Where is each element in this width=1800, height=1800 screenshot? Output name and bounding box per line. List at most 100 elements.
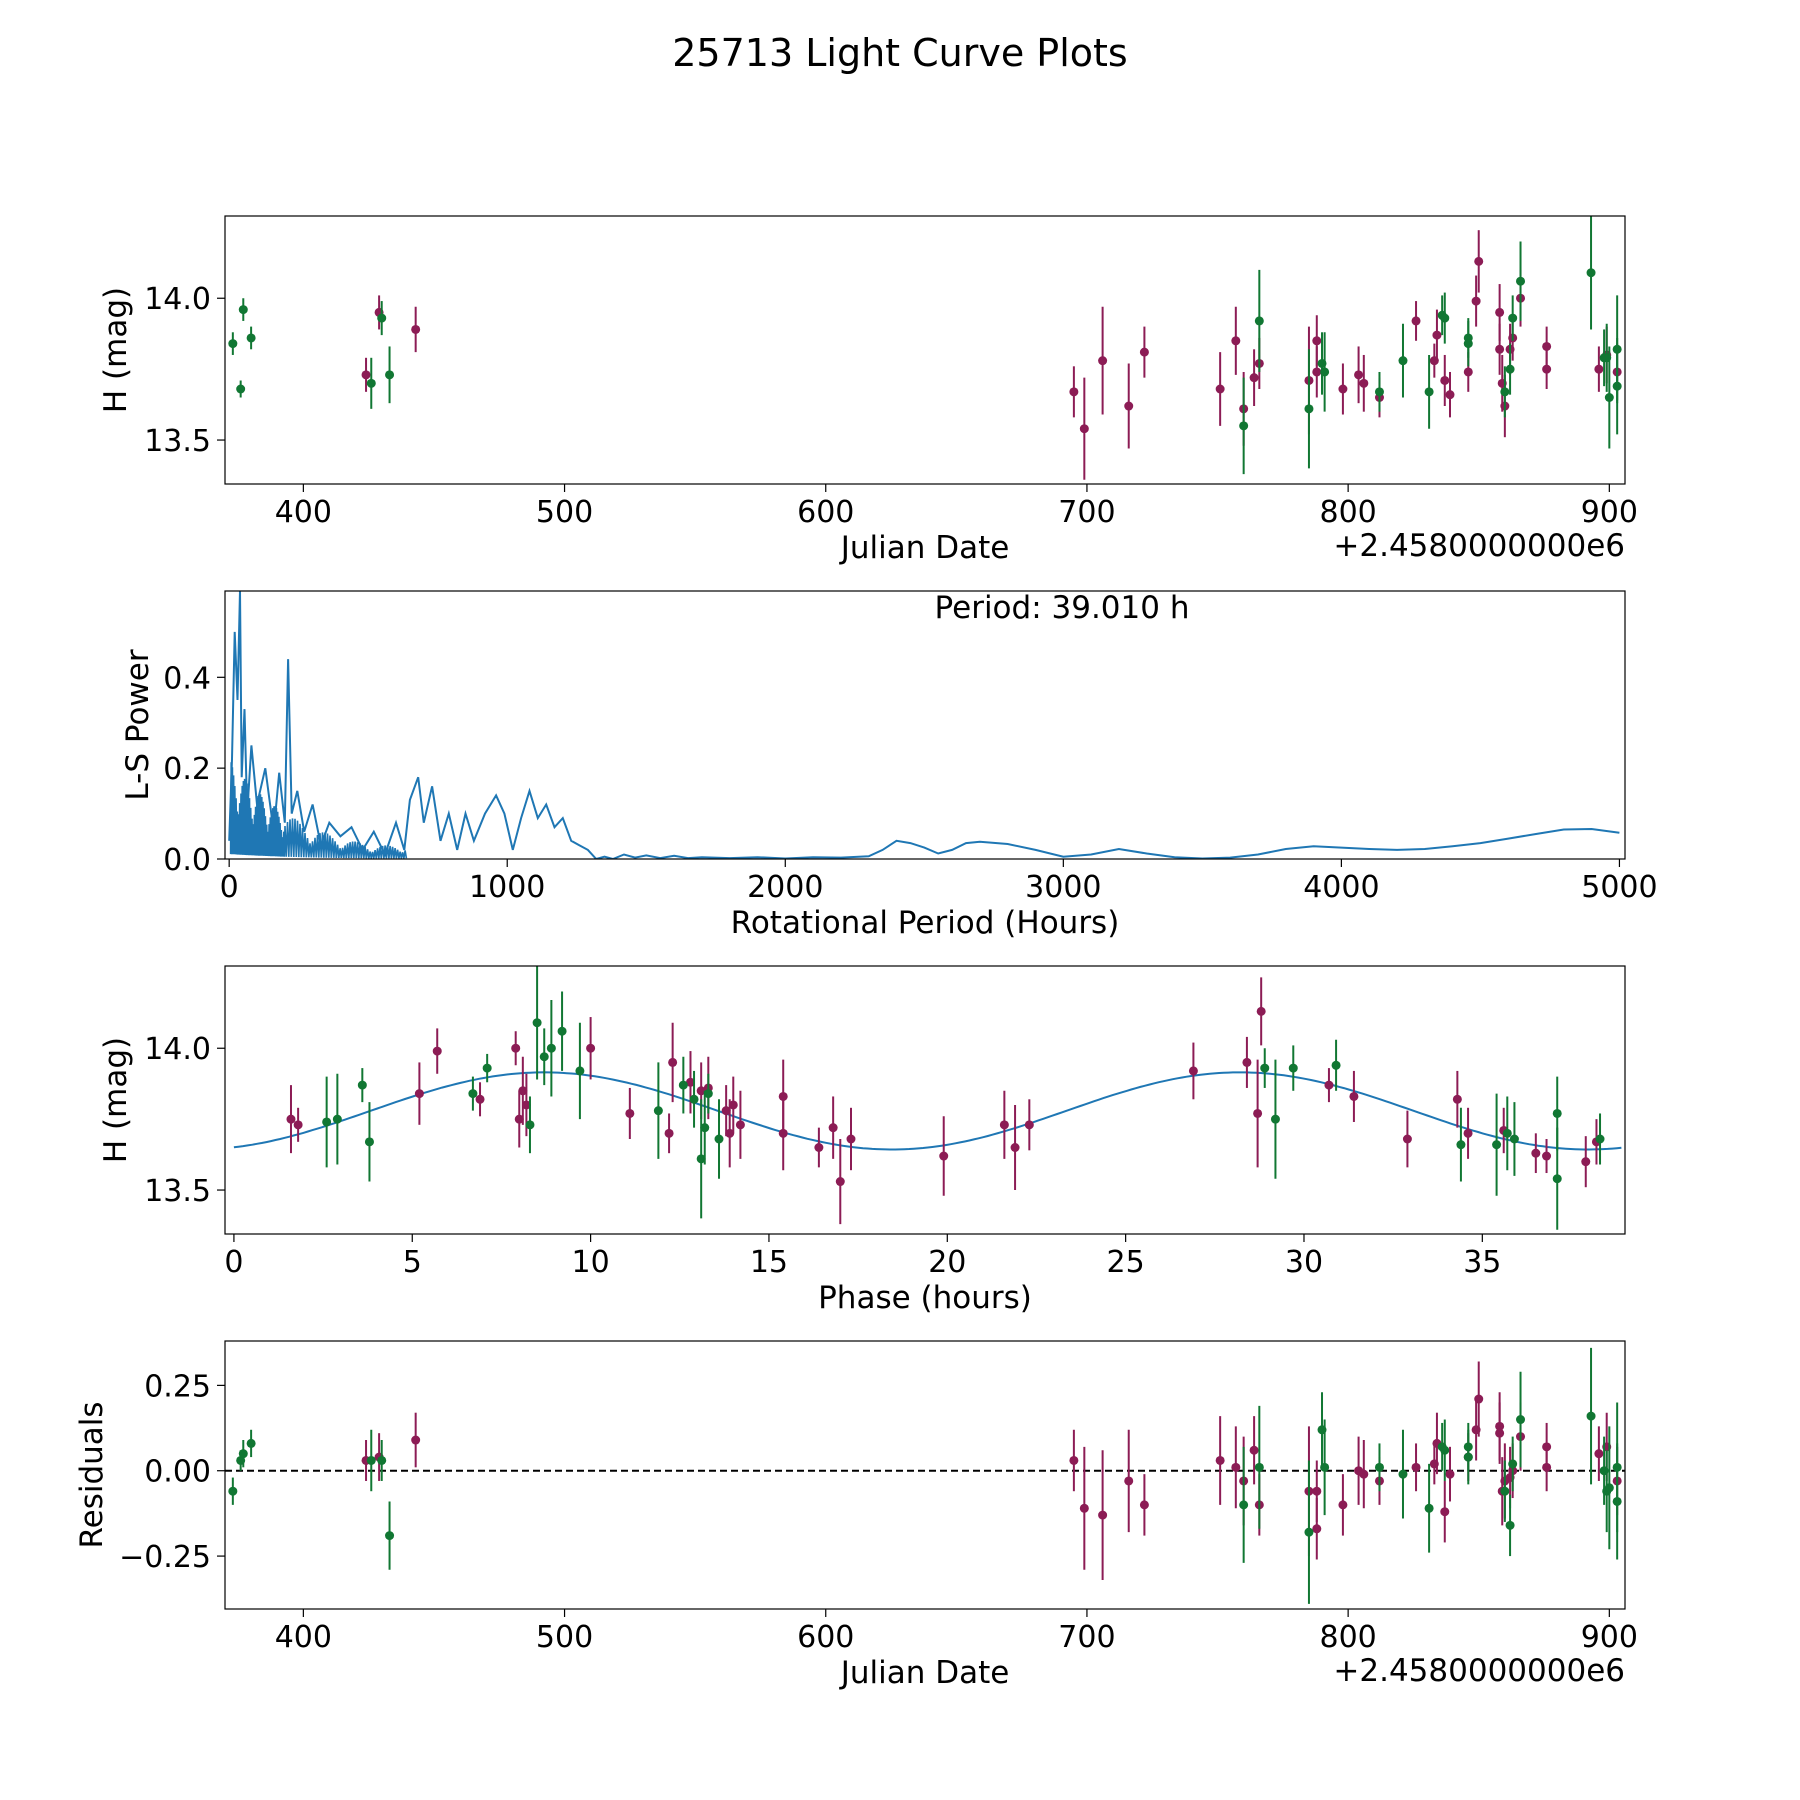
data-point — [1304, 404, 1314, 414]
data-point — [364, 1137, 374, 1147]
data-point — [1354, 370, 1364, 380]
data-point — [1254, 1462, 1264, 1472]
data-point — [1320, 1462, 1330, 1472]
data-point — [653, 1106, 663, 1116]
lightcurve-xlabel: Julian Date — [839, 530, 1010, 566]
data-point — [1359, 378, 1369, 388]
data-point — [1010, 1143, 1020, 1153]
data-point — [246, 1438, 256, 1448]
y-tick-label: 0.25 — [144, 1369, 211, 1404]
data-point — [1586, 1411, 1596, 1421]
data-point — [411, 324, 421, 334]
data-point — [246, 333, 256, 343]
data-point — [1508, 313, 1518, 323]
data-point — [377, 1455, 387, 1465]
data-point — [1312, 1486, 1322, 1496]
data-point — [575, 1066, 585, 1076]
data-point — [1604, 393, 1614, 403]
data-point — [361, 370, 371, 380]
data-point — [1492, 1140, 1502, 1150]
data-point — [1231, 1462, 1241, 1472]
data-point — [1398, 1469, 1408, 1479]
data-point — [939, 1151, 949, 1161]
data-point — [286, 1114, 296, 1124]
data-point — [714, 1134, 724, 1144]
data-point — [511, 1043, 521, 1053]
data-point — [1312, 1524, 1322, 1534]
data-point — [1411, 316, 1421, 326]
data-point — [322, 1117, 332, 1127]
data-point — [525, 1120, 535, 1130]
data-point — [293, 1120, 303, 1130]
y-tick-label: 0.00 — [144, 1455, 211, 1490]
data-point — [1239, 1500, 1249, 1510]
data-point — [586, 1043, 596, 1053]
data-point — [357, 1080, 367, 1090]
data-point — [814, 1143, 824, 1153]
data-point — [1531, 1148, 1541, 1158]
periodogram-xlabel: Rotational Period (Hours) — [731, 905, 1120, 941]
periodogram-axes-frame — [224, 590, 1626, 860]
data-point — [228, 339, 238, 349]
data-point — [1349, 1091, 1359, 1101]
data-point — [1445, 1469, 1455, 1479]
data-point — [1338, 1500, 1348, 1510]
data-point — [1463, 1128, 1473, 1138]
x-tick-label: 3000 — [1025, 870, 1101, 905]
data-point — [999, 1120, 1009, 1130]
residuals-xlabel: Julian Date — [839, 1655, 1010, 1691]
data-point — [1440, 1507, 1450, 1517]
data-point — [721, 1106, 731, 1116]
y-tick-label: 13.5 — [144, 424, 211, 459]
lightcurve-plot-area — [228, 216, 1622, 480]
data-point — [778, 1091, 788, 1101]
data-point — [1424, 387, 1434, 397]
lightcurve-ylabel: H (mag) — [98, 287, 134, 413]
data-point — [1231, 336, 1241, 346]
data-point — [1445, 390, 1455, 400]
data-point — [1079, 424, 1089, 434]
data-point — [1098, 1510, 1108, 1520]
data-point — [1542, 364, 1552, 374]
series-green — [322, 966, 1605, 1230]
series-purple — [361, 230, 1622, 480]
x-tick-label: 5 — [403, 1245, 422, 1280]
x-tick-label: 2000 — [747, 870, 823, 905]
data-point — [625, 1108, 635, 1118]
data-point — [366, 378, 376, 388]
y-tick-label: −0.25 — [119, 1540, 211, 1575]
data-point — [238, 1449, 248, 1459]
phased-ticks: 0 5 10 15 20 25 30 35 13.5 14.0 — [144, 1032, 1501, 1280]
series-purple — [286, 977, 1601, 1225]
x-tick-label: 0 — [224, 1245, 243, 1280]
x-tick-label: 400 — [275, 1620, 332, 1655]
data-point — [1188, 1066, 1198, 1076]
phased-xlabel: Phase (hours) — [818, 1280, 1032, 1316]
data-point — [546, 1043, 556, 1053]
lightcurve-axes-frame — [224, 215, 1626, 485]
data-point — [1139, 347, 1149, 357]
data-point — [1338, 384, 1348, 394]
data-point — [1452, 1094, 1462, 1104]
data-point — [735, 1120, 745, 1130]
data-point — [366, 1455, 376, 1465]
x-tick-label: 20 — [928, 1245, 966, 1280]
data-point — [725, 1128, 735, 1138]
data-point — [468, 1089, 478, 1099]
x-tick-label: 30 — [1285, 1245, 1323, 1280]
data-point — [1312, 367, 1322, 377]
data-point — [238, 305, 248, 315]
data-point — [1256, 1006, 1266, 1016]
data-point — [1456, 1140, 1466, 1150]
data-point — [1359, 1469, 1369, 1479]
periodogram-annotation: Period: 39.010 h — [935, 590, 1190, 626]
y-tick-label: 14.0 — [144, 282, 211, 317]
data-point — [1249, 373, 1259, 383]
data-point — [1215, 1455, 1225, 1465]
lightcurve-panel: 400 500 600 700 800 900 13.5 14.0 Julian Date H… — [98, 215, 1638, 566]
data-point — [1463, 1452, 1473, 1462]
x-tick-label: 5000 — [1581, 870, 1657, 905]
data-point — [411, 1435, 421, 1445]
data-point — [1594, 364, 1604, 374]
data-point — [518, 1086, 528, 1096]
